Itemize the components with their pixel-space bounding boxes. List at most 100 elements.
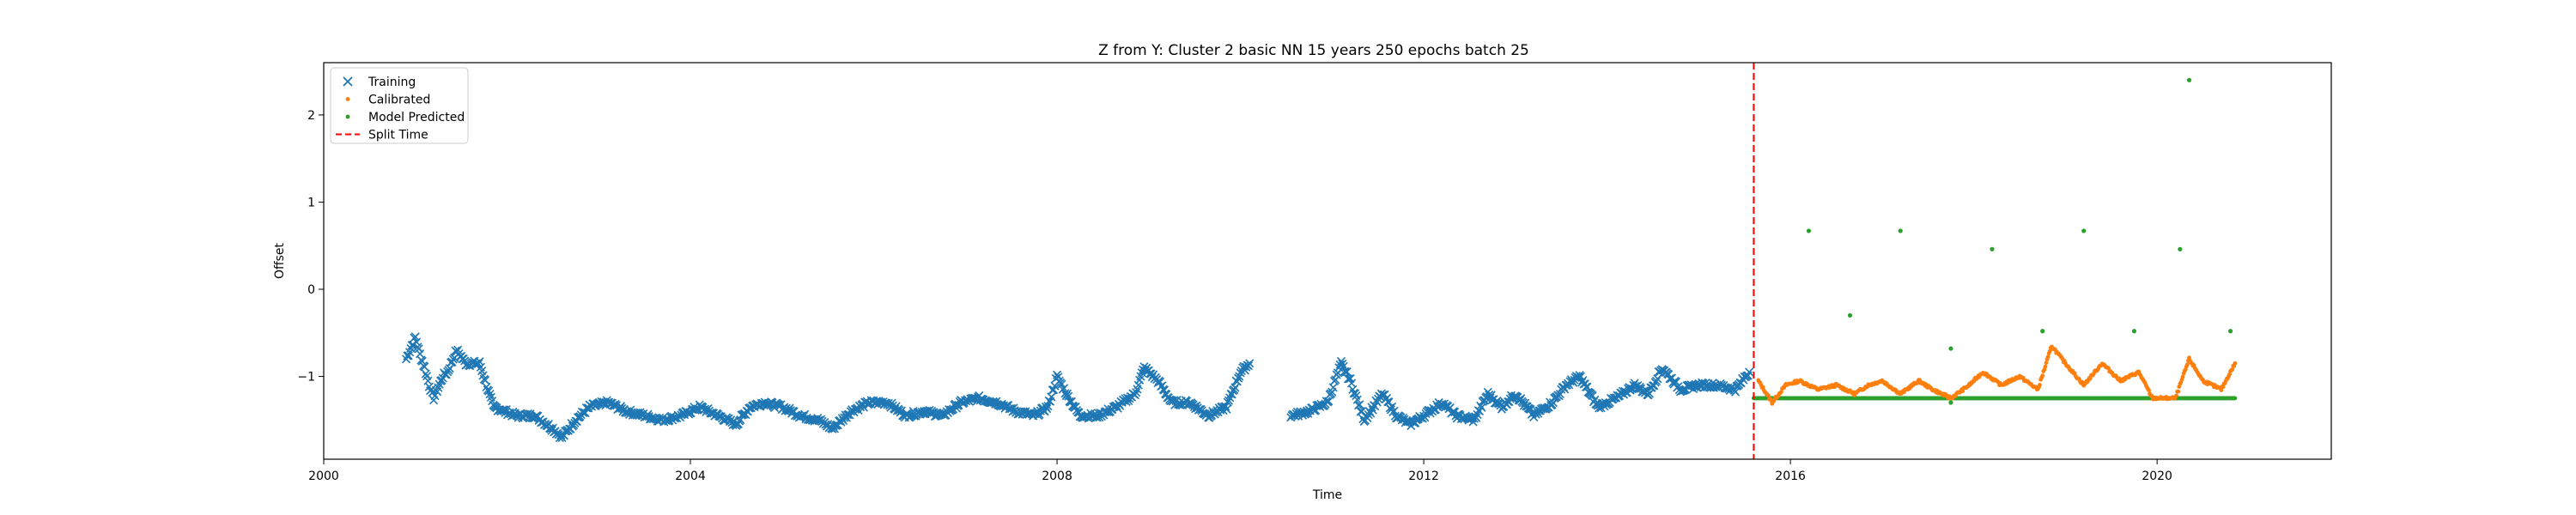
x-tick-label: 2020 [2142,470,2172,483]
training-point [441,370,451,379]
training-point [1357,407,1367,416]
legend-marker [345,97,350,101]
training-point [1103,407,1112,416]
y-tick-label: −1 [297,371,315,385]
training-point [1230,385,1239,394]
x-tick-label: 2004 [675,470,706,483]
calibrated-point [1766,393,1771,398]
training-point [414,344,423,354]
x-tick-label: 2016 [1775,470,1806,483]
legend-item-model-predicted: Model Predicted [368,111,465,124]
training-point [1350,389,1360,398]
model-predicted-point [2233,396,2238,401]
calibrated-point [2038,383,2042,387]
training-point [1582,382,1591,391]
model-predicted-point [1948,400,1953,405]
training-point [1245,359,1255,368]
series-calibrated [1756,344,2238,406]
training-point [1062,389,1072,398]
x-tick-label: 2000 [308,470,339,483]
model-predicted-point [1948,346,1953,351]
training-point [437,375,447,385]
y-axis: −1 0 1 2 [297,109,324,385]
training-point [1047,392,1056,402]
calibrated-point [2044,360,2049,366]
model-predicted-point [2131,329,2137,334]
calibrated-point [2180,374,2185,379]
training-point [700,404,710,414]
training-point [1130,391,1139,400]
calibrated-point [2147,388,2151,393]
training-point [1064,391,1073,401]
legend-item-training: Training [368,76,416,89]
series-training [402,332,1754,443]
calibrated-point [2233,360,2238,366]
training-point [1342,367,1352,377]
training-point [482,382,491,392]
x-axis-label: Time [1312,488,1342,502]
training-point [1651,376,1662,385]
calibrated-point [1960,389,1965,393]
model-predicted-point [1990,246,1995,251]
training-point [1140,366,1150,375]
calibrated-point [2221,385,2226,390]
legend-item-calibrated: Calibrated [368,94,430,107]
calibrated-point [2230,367,2235,372]
training-point [412,337,422,347]
calibrated-point [2047,348,2052,354]
training-point [1060,384,1069,393]
training-point [1052,370,1062,379]
calibrated-point [2174,393,2178,398]
model-predicted-point [2178,246,2183,251]
legend-marker [345,114,350,119]
training-point [1043,402,1053,411]
calibrated-point [2219,388,2224,392]
training-point [1336,356,1346,367]
y-axis-label: Offset [273,242,287,279]
calibrated-point [2087,376,2093,381]
y-tick-label: 0 [307,283,315,297]
training-point [1653,374,1662,384]
model-predicted-point [1898,228,1903,233]
legend-box [330,67,469,144]
x-tick-label: 2008 [1042,470,1072,483]
legend-marker-training [343,76,353,87]
training-point [481,375,490,385]
training-point [1243,361,1253,371]
calibrated-point [2043,364,2048,369]
training-point [1331,375,1340,385]
model-predicted-point [2081,228,2087,233]
training-point [1418,414,1427,423]
training-point [420,362,429,372]
training-point [421,369,430,379]
y-tick-label: 2 [307,109,315,123]
model-predicted-point [1847,312,1853,318]
legend-item-split-time: Split Time [368,129,428,142]
training-point [1057,379,1066,389]
calibrated-point [2045,354,2050,360]
calibrated-point [1779,390,1783,395]
training-point [946,405,956,415]
training-point [1583,382,1592,391]
model-predicted-point [2040,329,2045,334]
training-point [1222,404,1231,414]
training-point [1133,380,1143,390]
training-point [410,332,420,342]
model-predicted-point [2186,77,2192,82]
training-point [1230,383,1240,392]
training-point [1519,401,1528,410]
training-point [733,419,743,429]
training-point [1745,367,1754,377]
plot-area [402,63,2238,459]
training-point [1042,404,1052,414]
calibrated-point [2176,389,2181,394]
y-tick-label: 1 [307,196,315,209]
training-point [1339,361,1348,371]
training-point [1355,400,1364,409]
calibrated-point [2187,355,2191,360]
calibrated-point [1760,385,1765,390]
model-predicted-point [1806,228,1812,233]
x-tick-label: 2012 [1408,470,1439,483]
